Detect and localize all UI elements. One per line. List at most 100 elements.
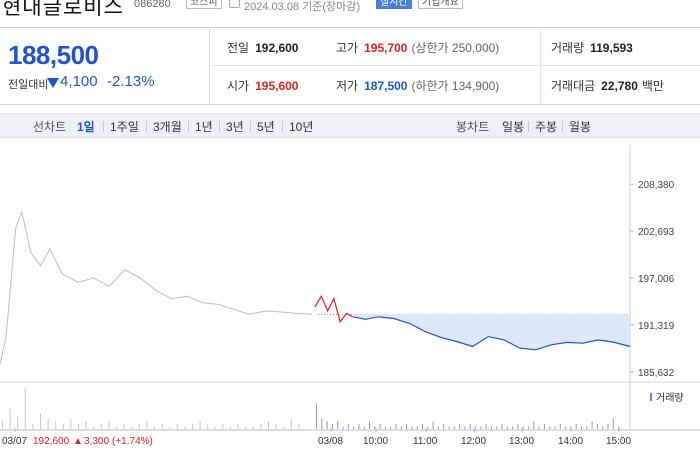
tab-1year[interactable]: 1년 xyxy=(195,120,213,134)
x-tick-label: 12:00 xyxy=(461,436,486,447)
today-down-line xyxy=(352,316,631,351)
volume-bar xyxy=(169,426,171,429)
volume-bar xyxy=(24,388,26,429)
volume-bar xyxy=(192,423,193,429)
volume-bar xyxy=(108,421,110,429)
change-label: 전일대비 xyxy=(8,79,49,91)
stock-code: 086280 xyxy=(134,0,171,10)
volume-bar xyxy=(342,426,344,429)
volume-bar xyxy=(260,423,262,429)
quote-row-1: 전일 192,600 고가 195,700 (상한가 250,000) 거래량 119,… xyxy=(211,28,700,66)
volume-bar xyxy=(618,426,620,429)
volume-bar xyxy=(199,421,201,429)
x-tick-label: 11:00 xyxy=(413,436,438,447)
volume-bar xyxy=(602,426,604,429)
volume-bar xyxy=(9,408,11,429)
volume-bar xyxy=(100,423,102,429)
volume-bar xyxy=(40,413,41,429)
volume-bar xyxy=(453,426,455,429)
volume-bar xyxy=(533,421,535,429)
volume-bar xyxy=(496,426,498,429)
volume-bar xyxy=(427,426,429,429)
price-box: 188,500 전일대비 4,100 -2.13% xyxy=(0,28,210,104)
volume-value: 119,593 xyxy=(590,41,633,55)
volume-bar xyxy=(475,426,476,429)
open-value: 195,600 xyxy=(255,79,299,93)
volume-bar xyxy=(222,423,224,429)
y-tick-label: 185,632 xyxy=(638,368,675,379)
y-tick-label: 191,319 xyxy=(638,321,675,332)
volume-bar xyxy=(326,421,328,429)
volume-bar xyxy=(138,423,140,429)
trade-value-unit: 백만 xyxy=(641,79,664,93)
volume-bar xyxy=(490,426,492,429)
volume-bar xyxy=(47,418,49,429)
volume-bar xyxy=(464,426,466,429)
company-info-button[interactable]: 기업개요 xyxy=(418,0,463,9)
volume-bar xyxy=(559,423,561,429)
tab-3month[interactable]: 3개월 xyxy=(153,120,182,134)
volume-bar xyxy=(581,426,582,429)
volume-bar xyxy=(358,423,360,429)
volume-bar xyxy=(123,423,125,429)
volume-bar xyxy=(55,421,57,429)
tab-daily-candle[interactable]: 일봉 xyxy=(502,120,525,134)
tab-divider xyxy=(146,121,147,132)
open-label: 시가 xyxy=(227,79,250,93)
volume-bar xyxy=(321,418,323,429)
volume-bar xyxy=(607,423,609,429)
volume-bar xyxy=(591,421,593,429)
volume-bar xyxy=(363,426,365,429)
volume-bar xyxy=(146,421,148,429)
high-value: 195,700 xyxy=(364,41,408,55)
tab-weekly-candle[interactable]: 주봉 xyxy=(535,120,558,134)
volume-bar xyxy=(596,423,598,429)
volume-bar xyxy=(565,426,567,429)
tab-1day[interactable]: 1일 xyxy=(77,120,95,134)
tab-10year[interactable]: 10년 xyxy=(289,120,314,134)
tab-monthly-candle[interactable]: 월봉 xyxy=(569,120,592,134)
volume-bar xyxy=(2,421,3,429)
y-tick-label: 208,380 xyxy=(638,180,675,191)
low-label: 저가 xyxy=(336,79,359,93)
stock-name: 현대글로비스 xyxy=(2,0,124,16)
clock-icon xyxy=(229,0,240,8)
realtime-button[interactable]: 실시간 xyxy=(376,0,412,9)
price-chart-svg: 208,380 202,693 197,006 191,319 185,632 03/07… xyxy=(0,145,700,447)
volume-bar xyxy=(161,423,163,429)
prev-close-value: 192,600 xyxy=(255,41,299,55)
bottom-up-icon: ▲ xyxy=(73,436,83,447)
volume-bar xyxy=(290,418,292,429)
volume-bar xyxy=(543,423,545,429)
volume-bar xyxy=(612,418,614,429)
tab-1week[interactable]: 1주일 xyxy=(110,120,139,134)
volume-bar xyxy=(506,426,508,429)
volume-bar xyxy=(268,421,269,429)
current-price: 188,500 xyxy=(8,40,99,70)
tab-divider xyxy=(250,121,251,132)
tab-divider xyxy=(528,121,529,132)
volume-bar xyxy=(517,423,519,429)
bottom-change-value: 3,300 xyxy=(84,436,109,447)
prev-close-cell: 전일 192,600 xyxy=(227,39,298,56)
volume-bar xyxy=(443,423,445,429)
tab-3year[interactable]: 3년 xyxy=(226,120,244,134)
volume-bar xyxy=(275,423,277,429)
volume-bar xyxy=(379,423,381,429)
volume-bar xyxy=(512,426,514,429)
volume-bar xyxy=(347,423,349,429)
today-up-line xyxy=(314,294,354,324)
high-label: 고가 xyxy=(336,41,359,55)
trade-value-label: 거래대금 xyxy=(551,79,596,93)
x-tick-label: 13:00 xyxy=(509,436,534,447)
down-area-fill xyxy=(352,314,630,350)
date-text: 2024.03.08 기준(장마감) xyxy=(244,1,361,13)
line-chart-title: 선차트 xyxy=(33,120,67,134)
volume-bar xyxy=(406,423,408,429)
volume-bar xyxy=(554,426,556,429)
upper-limit: (상한가 250,000) xyxy=(411,41,500,55)
tab-5year[interactable]: 5년 xyxy=(257,120,275,134)
volume-bar xyxy=(390,426,392,429)
price-chart[interactable]: 208,380 202,693 197,006 191,319 185,632 03/07… xyxy=(0,145,700,450)
quote-divider xyxy=(540,28,541,104)
